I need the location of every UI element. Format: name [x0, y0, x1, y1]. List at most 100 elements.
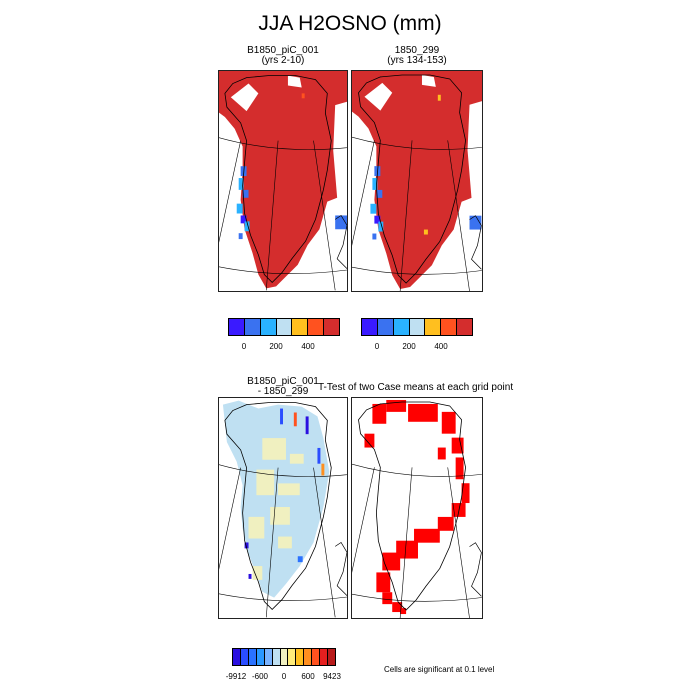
colorbar-swatch: [280, 649, 289, 665]
grid-cell: [248, 573, 252, 579]
cbar3-tick-4: 9423: [323, 672, 341, 681]
colorbar-swatch: [441, 319, 458, 335]
latitude-line: [219, 137, 347, 150]
coastline: [334, 541, 347, 596]
colorbar-swatch: [425, 319, 442, 335]
significant-cell: [408, 403, 438, 422]
significant-cell: [376, 572, 391, 593]
longitude-line: [219, 467, 241, 570]
colorbar-swatch: [233, 649, 241, 665]
colorbar-swatch: [244, 319, 261, 335]
latitude-line: [352, 593, 482, 602]
colorbar-swatch: [320, 649, 329, 665]
significant-cell: [382, 592, 393, 605]
grid-cell: [437, 94, 441, 101]
grid-cell: [372, 178, 378, 190]
grid-cell: [252, 566, 263, 580]
colorbar-swatch: [292, 319, 309, 335]
colorbar-swatch: [256, 649, 265, 665]
grid-cell: [248, 516, 265, 539]
colorbar-swatch: [409, 319, 426, 335]
significant-cell: [372, 403, 387, 424]
grid-cell: [256, 469, 275, 496]
latitude-line: [219, 464, 347, 477]
grid-cell: [301, 93, 305, 99]
grid-cell: [293, 412, 297, 427]
colorbar-swatch: [377, 319, 394, 335]
colorbar-swatch: [296, 649, 305, 665]
coastline: [224, 402, 332, 610]
coastline: [469, 215, 482, 270]
grid-cell: [297, 556, 303, 563]
panel4-map-svg: [352, 399, 482, 618]
panel3-map-svg: [219, 400, 347, 618]
colorbar-swatch: [276, 319, 293, 335]
panel1-map-svg: [219, 71, 347, 291]
latitude-line: [219, 266, 347, 274]
colorbar-2: [361, 318, 473, 336]
coastline: [334, 214, 347, 269]
cbar3-tick-1: -600: [251, 672, 269, 681]
colorbar-swatch: [264, 649, 273, 665]
cbar2-tick-2: 400: [434, 342, 448, 351]
grid-cell: [280, 408, 283, 425]
significant-cell: [455, 457, 464, 480]
grid-cell: [335, 215, 347, 230]
panel2-map: [351, 70, 483, 292]
colorbar-swatch: [248, 649, 257, 665]
longitude-line: [265, 140, 279, 291]
grid-cell: [372, 233, 377, 240]
cbar2-tick-1: 200: [402, 342, 416, 351]
latitude-line: [352, 463, 482, 477]
page-title: JJA H2OSNO (mm): [258, 12, 442, 35]
significant-cell: [451, 437, 464, 454]
ice-free-gap: [421, 74, 436, 87]
grid-cell: [321, 463, 325, 476]
grid-cell: [236, 203, 243, 214]
cbar3-tick-3: 600: [301, 672, 315, 681]
grid-cell: [376, 189, 383, 198]
colorbar-swatch: [312, 649, 321, 665]
grid-cell: [244, 542, 249, 549]
coastline: [469, 542, 482, 597]
significant-cell: [437, 447, 446, 460]
panel3-title: B1850_piC_001 - 1850_299: [218, 377, 348, 397]
colorbar-swatch: [457, 319, 473, 335]
longitude-line: [265, 467, 279, 618]
colorbar-swatch: [328, 649, 335, 665]
grid-cell: [469, 215, 482, 230]
panel3-map: [218, 397, 348, 619]
grid-cell: [423, 229, 428, 235]
significant-cell: [441, 411, 456, 434]
colorbar-swatch: [362, 319, 378, 335]
colorbar-swatch: [288, 649, 297, 665]
longitude-line: [399, 467, 413, 618]
significant-cell: [414, 528, 440, 543]
significant-cell: [386, 399, 407, 412]
cbar1-tick-1: 200: [269, 342, 283, 351]
panel3-subtitle: - 1850_299: [257, 386, 309, 397]
grid-cell: [305, 416, 309, 435]
panel1-subtitle: (yrs 2-10): [261, 55, 305, 66]
ice-free-gap: [230, 83, 259, 112]
panel1-title: B1850_piC_001 (yrs 2-10): [218, 46, 348, 66]
coastline: [358, 401, 466, 611]
panel4-title: T-Test of two Case means at each grid po…: [318, 382, 514, 393]
snow-field: [352, 71, 482, 290]
colorbar-swatch: [240, 649, 249, 665]
coastline: [224, 75, 332, 283]
grid-cell: [378, 221, 384, 232]
grid-cell: [242, 189, 249, 198]
latitude-line: [352, 266, 482, 275]
grid-cell: [238, 178, 244, 190]
longitude-line: [352, 140, 375, 246]
colorbar-swatch: [229, 319, 245, 335]
colorbar-swatch: [308, 319, 325, 335]
latitude-line: [352, 136, 482, 150]
grid-cell: [262, 438, 286, 460]
significant-cell: [364, 433, 375, 448]
grid-cell: [238, 233, 243, 240]
significant-cell: [437, 516, 454, 531]
panel1-map: [218, 70, 348, 292]
panel4-map: [351, 397, 483, 619]
